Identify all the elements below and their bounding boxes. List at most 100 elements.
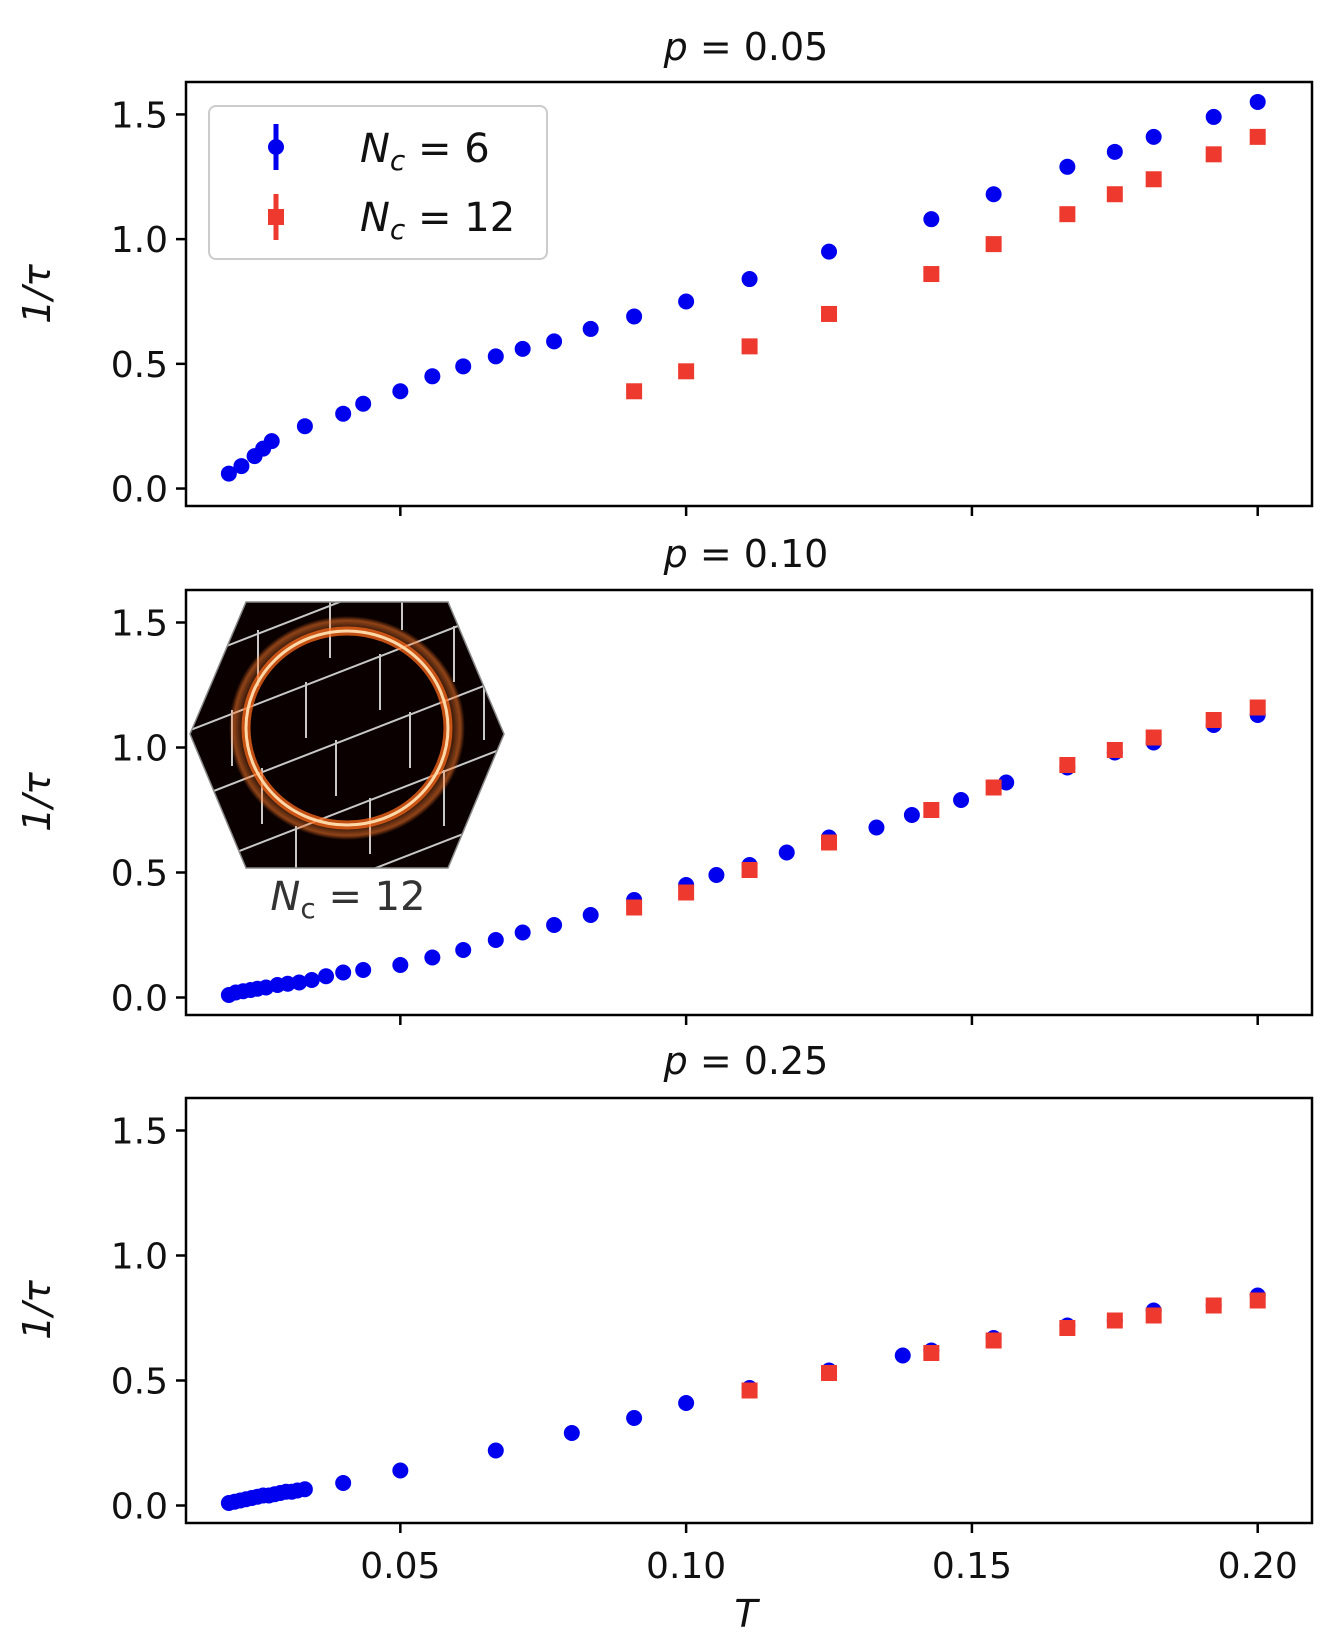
- y-tick-label: 0.5: [111, 345, 168, 386]
- point-nc12: [985, 1332, 1002, 1349]
- title-rest: = 0.25: [688, 1039, 829, 1083]
- y-tick-label: 1.5: [111, 95, 168, 136]
- point-nc12: [1249, 1292, 1266, 1309]
- point-nc12: [1145, 729, 1162, 746]
- fermi-surface-inset: Nc = 12: [189, 601, 505, 925]
- point-nc12: [923, 1345, 940, 1361]
- point-nc6: [355, 962, 372, 978]
- point-nc6: [894, 1347, 911, 1364]
- point-nc6: [1059, 158, 1076, 175]
- point-nc6: [392, 957, 409, 973]
- point-nc12: [1106, 742, 1123, 758]
- panel-p-0.05: p = 0.05 0.0 0.5 1.0 1.5 1/τ Nc = 6 Nc = 12: [15, 25, 1314, 516]
- point-nc12: [1249, 128, 1266, 145]
- x-tick-label: 0.05: [360, 1546, 440, 1587]
- point-nc6: [868, 819, 885, 836]
- legend-label-nc12: Nc = 12: [360, 195, 515, 246]
- point-nc6: [1145, 128, 1162, 145]
- x-tick-label: 0.20: [1218, 1546, 1298, 1587]
- point-nc6: [546, 333, 563, 350]
- point-nc6: [263, 433, 280, 450]
- y-axis: 0.0 0.5 1.0 1.5: [111, 604, 186, 1020]
- x-axis: [399, 506, 1259, 516]
- point-nc6: [296, 1481, 313, 1498]
- point-nc6: [455, 942, 472, 958]
- point-nc6: [923, 211, 940, 228]
- y-axis-label: 1/τ: [15, 263, 59, 324]
- point-nc12: [1145, 1307, 1162, 1324]
- y-tick-label: 0.0: [111, 1487, 168, 1528]
- plot-area: [184, 1096, 1314, 1525]
- title-var: p: [663, 1039, 688, 1083]
- point-nc12: [1205, 146, 1222, 163]
- y-tick-label: 1.0: [111, 220, 168, 261]
- panel-title: p = 0.10: [663, 532, 829, 576]
- y-axis-label: 1/τ: [15, 771, 59, 832]
- point-nc6: [424, 949, 441, 966]
- point-nc6: [708, 867, 725, 883]
- y-tick-label: 1.5: [111, 1112, 168, 1153]
- point-nc12: [626, 383, 643, 400]
- y-tick-label: 1.0: [111, 1237, 168, 1278]
- point-nc12: [678, 363, 695, 380]
- point-nc6: [392, 1462, 409, 1479]
- inset-label: Nc = 12: [270, 874, 425, 925]
- y-axis: 0.0 0.5 1.0 1.5: [111, 95, 186, 511]
- legend: Nc = 6 Nc = 12: [208, 105, 548, 260]
- point-nc6: [985, 186, 1002, 203]
- point-nc6: [546, 917, 563, 933]
- data-marks: [220, 1287, 1266, 1511]
- point-nc12: [1059, 206, 1076, 223]
- data-marks: [220, 699, 1266, 1003]
- title-var: p: [663, 532, 688, 576]
- x-axis: 0.05 0.10 0.15 0.20: [360, 1523, 1298, 1587]
- y-tick-label: 1.5: [111, 604, 168, 645]
- point-nc6: [778, 844, 795, 861]
- point-nc12: [741, 338, 758, 355]
- point-nc6: [233, 458, 250, 475]
- point-nc12: [1059, 1320, 1076, 1336]
- point-nc6: [220, 465, 237, 482]
- point-nc6: [335, 405, 352, 422]
- point-nc6: [821, 243, 838, 260]
- x-tick-label: 0.10: [646, 1546, 726, 1587]
- point-nc6: [514, 340, 531, 357]
- y-tick-label: 1.0: [111, 729, 168, 770]
- point-nc6: [392, 383, 409, 400]
- title-rest: = 0.05: [688, 25, 829, 69]
- point-nc6: [291, 974, 308, 991]
- point-nc6: [903, 807, 920, 823]
- brillouin-zone-hexagon: [189, 601, 505, 869]
- y-tick-label: 0.5: [111, 854, 168, 895]
- point-nc6: [487, 348, 504, 365]
- point-nc6: [626, 1410, 643, 1426]
- point-nc6: [1249, 93, 1266, 110]
- point-nc12: [923, 266, 940, 283]
- legend-box: [208, 105, 548, 260]
- title-var: p: [663, 25, 688, 69]
- point-nc12: [678, 884, 695, 901]
- y-tick-label: 0.0: [111, 979, 168, 1020]
- y-tick-label: 0.0: [111, 470, 168, 511]
- point-nc12: [821, 305, 838, 322]
- point-nc12: [821, 834, 838, 851]
- point-nc12: [821, 1365, 838, 1381]
- panel-p-0.10: p = 0.10 0.0 0.5 1.0 1.5: [15, 532, 1314, 1025]
- legend-marker-nc6: [268, 124, 284, 170]
- point-nc12: [741, 862, 758, 878]
- y-axis-label: 1/τ: [15, 1279, 59, 1340]
- point-nc6: [424, 368, 441, 385]
- point-nc12: [1249, 699, 1266, 716]
- x-tick-label: 0.15: [932, 1546, 1012, 1587]
- point-nc6: [355, 395, 372, 412]
- point-nc6: [582, 320, 599, 337]
- panel-p-0.25: p = 0.25 0.0 0.5 1.0 1.5 0.05 0.10 0.15 0.20 1…: [15, 1039, 1314, 1635]
- point-nc6: [678, 293, 695, 310]
- point-nc6: [998, 774, 1015, 791]
- point-nc6: [487, 1442, 504, 1459]
- point-nc6: [514, 924, 531, 941]
- y-tick-label: 0.5: [111, 1362, 168, 1403]
- point-nc12: [1205, 712, 1222, 728]
- point-nc6: [1205, 108, 1222, 125]
